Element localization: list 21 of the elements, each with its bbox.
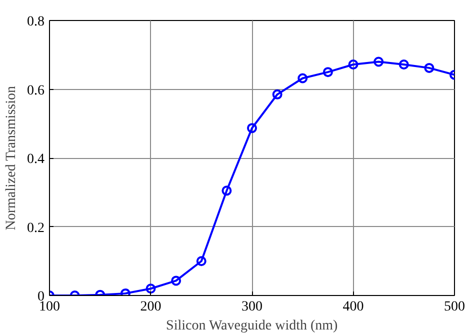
point	[348, 60, 358, 70]
x-tick-label: 100	[39, 300, 60, 314]
x-tick-label: 300	[242, 300, 262, 314]
y-tick-label: 0.4	[27, 152, 44, 167]
y-axis-title: Normalized Transmission	[4, 86, 19, 230]
x-tick-label: 400	[342, 300, 364, 314]
point	[374, 56, 384, 67]
point	[222, 186, 232, 196]
point	[247, 123, 257, 134]
x-axis-title: Silicon Waveguide width (nm)	[166, 318, 338, 334]
y-tick-label: 0.2	[27, 220, 44, 236]
point	[272, 89, 282, 100]
y-tick-label: 0.8	[27, 14, 44, 30]
point	[398, 60, 409, 70]
point	[322, 67, 333, 78]
y-tick-label: 0.6	[27, 83, 44, 98]
point	[298, 73, 308, 84]
point	[120, 288, 130, 296]
point	[424, 62, 434, 73]
x-tick-label: 500	[444, 300, 465, 314]
x-tick-label: 200	[140, 300, 162, 314]
